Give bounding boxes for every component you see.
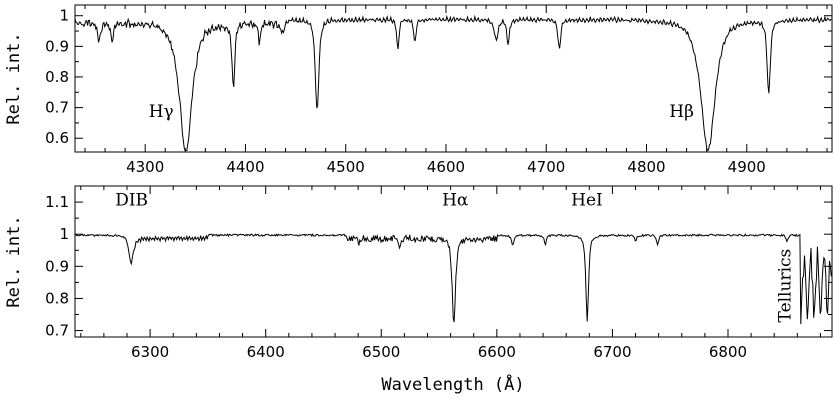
bottom-ytick-label: 0.9 — [45, 257, 69, 275]
bottom-ytick-label: 0.8 — [45, 289, 69, 307]
bottom-xtick-label: 6300 — [131, 343, 169, 361]
bottom-spectrum-line — [74, 233, 832, 325]
bottom-xtick-label: 6700 — [593, 343, 631, 361]
bottom-y-axis-label: Rel. int. — [4, 215, 24, 307]
top-xtick-label: 4900 — [728, 158, 766, 176]
bottom-annotation-3: Tellurics — [775, 249, 795, 323]
top-ytick-label: 0.9 — [45, 37, 69, 55]
top-ytick-label: 1 — [59, 7, 69, 25]
top-panel-frame — [74, 4, 833, 153]
top-ytick-label: 0.8 — [45, 68, 69, 86]
top-ytick-label: 0.6 — [45, 129, 69, 147]
top-y-axis-label: Rel. int. — [4, 32, 24, 124]
top-ytick-label: 0.7 — [45, 99, 69, 117]
bottom-xtick-label: 6400 — [247, 343, 285, 361]
top-annotation-1: Hβ — [669, 102, 694, 122]
bottom-xtick-label: 6600 — [478, 343, 516, 361]
bottom-annotation-1: Hα — [442, 190, 469, 210]
bottom-ytick-label: 1.1 — [45, 193, 69, 211]
top-xtick-label: 4400 — [226, 158, 264, 176]
bottom-xtick-label: 6800 — [709, 343, 747, 361]
x-axis-label: Wavelength (Å) — [381, 373, 524, 395]
top-xtick-label: 4600 — [427, 158, 465, 176]
top-xtick-label: 4300 — [126, 158, 164, 176]
top-panel: 4300 4400 4500 4600 4700 4800 4900 0.6 0.7 0.8 0.9… — [4, 4, 833, 176]
bottom-ytick-label: 1 — [59, 225, 69, 243]
top-annotation-0: Hγ — [149, 102, 174, 122]
bottom-panel: 6300 6400 6500 6600 6700 6800 0.7 0.8 0.9 1 1.1 Re… — [4, 185, 833, 361]
top-xtick-label: 4800 — [627, 158, 665, 176]
top-xtick-label: 4500 — [327, 158, 365, 176]
bottom-panel-frame — [74, 185, 833, 338]
top-spectrum-line — [74, 14, 832, 152]
bottom-ytick-label: 0.7 — [45, 322, 69, 340]
bottom-xtick-label: 6500 — [362, 343, 400, 361]
bottom-annotation-2: HeI — [571, 190, 603, 210]
bottom-annotation-0: DIB — [115, 190, 148, 210]
top-xtick-label: 4700 — [527, 158, 565, 176]
